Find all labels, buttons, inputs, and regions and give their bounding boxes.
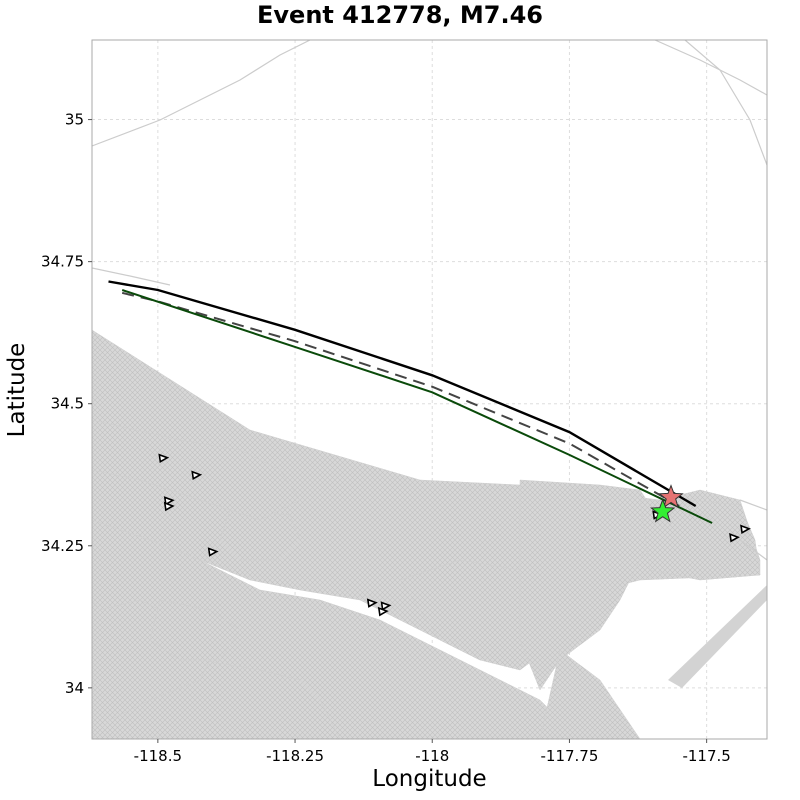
station-marker xyxy=(366,598,378,608)
station-marker xyxy=(729,533,740,543)
station-marker xyxy=(163,501,175,512)
mesh-strip xyxy=(668,585,767,688)
x-tick-label: -118 xyxy=(415,747,449,765)
stations xyxy=(158,453,751,617)
x-tick-label: -118.5 xyxy=(134,747,182,765)
axis-ticks: -118.5 -118.25 -118 -117.75 -117.5 34 34.25 34.… xyxy=(41,111,731,765)
station-marker xyxy=(740,524,751,535)
background-line xyxy=(739,499,767,511)
red-star xyxy=(658,484,684,509)
background-lines xyxy=(92,40,767,561)
mesh-patch xyxy=(519,479,661,691)
chart-title: Event 412778, M7.46 xyxy=(257,1,543,29)
epicenters xyxy=(649,484,684,523)
mesh-patch xyxy=(539,649,641,739)
plot-frame xyxy=(91,39,768,740)
station-marker xyxy=(377,606,389,617)
fault-mesh xyxy=(92,329,767,739)
station-marker xyxy=(163,496,175,506)
y-tick-label: 34.75 xyxy=(41,253,84,271)
y-axis-label: Latitude xyxy=(4,342,30,438)
x-axis-label: Longitude xyxy=(372,766,487,792)
y-tick-label: 34.25 xyxy=(41,537,84,555)
mesh-patch xyxy=(92,419,301,521)
background-line xyxy=(92,40,311,147)
station-marker xyxy=(158,453,170,463)
green-star xyxy=(649,498,676,523)
x-tick-label: -118.25 xyxy=(266,747,324,765)
y-tick-label: 35 xyxy=(65,111,84,129)
mesh-patch xyxy=(639,499,761,581)
mesh-patch xyxy=(149,599,241,661)
rupture-traces xyxy=(108,280,713,524)
x-tick-label: -117.75 xyxy=(540,747,598,765)
background-line xyxy=(684,40,767,166)
station-marker xyxy=(380,601,392,611)
station-marker xyxy=(207,547,219,557)
station-marker xyxy=(191,470,203,481)
background-line xyxy=(739,539,767,561)
mesh-patch xyxy=(219,509,301,561)
background-line xyxy=(92,267,171,286)
background-line xyxy=(654,40,767,96)
y-tick-label: 34 xyxy=(65,679,84,697)
rupture-black xyxy=(108,280,697,508)
y-tick-label: 34.5 xyxy=(51,395,84,413)
rupture-green xyxy=(121,289,713,524)
x-tick-label: -117.5 xyxy=(682,747,730,765)
